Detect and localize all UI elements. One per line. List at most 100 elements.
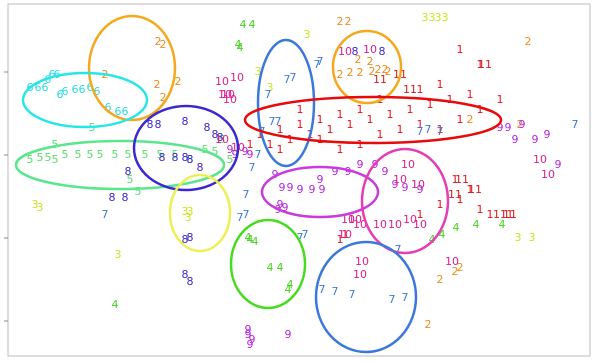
point-9-26: 9 [247,338,254,351]
point-2-23: 2 [517,118,524,131]
point-8-9: 8 [172,151,179,164]
point-9-29: 9 [247,148,254,161]
point-9-23: 9 [285,328,292,341]
point-1-25: 1 [337,143,344,156]
point-9-13: 9 [402,181,409,194]
point-1-21: 1 [447,93,454,106]
cluster-ellipse-11 [314,240,418,354]
point-1-38: 1 [487,208,494,221]
point-3-10: 3 [115,248,122,261]
point-1-22: 1 [467,88,474,101]
point-5-5: 5 [75,148,82,161]
cluster-ellipse-3 [132,104,240,192]
point-8-3: 8 [155,118,162,131]
point-9-0: 9 [272,168,279,181]
point-8-4: 8 [182,115,189,128]
point-7-3: 7 [317,55,324,68]
point-6-11: 6 [105,101,112,114]
point-1-11: 1 [247,138,254,151]
point-7-8: 7 [255,148,262,161]
point-8-8: 8 [159,151,166,164]
point-3-11: 3 [32,198,39,211]
point-5-2: 5 [45,151,52,164]
point-5-0: 5 [27,153,34,166]
point-10-19: 10 [353,268,367,281]
point-9-33: 9 [532,133,539,146]
point-8-5: 8 [204,121,211,134]
point-5-1: 5 [37,151,44,164]
point-4-7: 4 [267,261,274,274]
point-1-2: 1 [437,78,444,91]
point-8-10: 8 [182,151,189,164]
point-3-8: 3 [187,205,194,218]
point-2-11: 2 [357,66,364,79]
point-4-11: 4 [429,233,436,246]
point-1-28: 1 [397,123,404,136]
cluster-ellipse-1 [21,71,149,129]
point-9-3: 9 [297,183,304,196]
point-4-5: 4 [252,235,259,248]
point-2-0: 2 [337,15,344,28]
point-8-16: 8 [182,233,189,246]
point-9-11: 9 [382,165,389,178]
cluster-ellipse-9 [360,147,450,255]
point-3-3: 3 [442,11,449,24]
point-6-7: 6 [72,83,79,96]
point-2-18: 2 [452,265,459,278]
point-1-0: 1 [457,43,464,56]
point-4-2: 4 [235,38,242,51]
point-6-12: 6 [115,105,122,118]
cluster-ellipse-6 [331,29,403,105]
point-1-35: 1 [467,183,474,196]
point-11-1: 11 [455,173,469,186]
point-9-12: 9 [392,178,399,191]
point-2-14: 2 [382,63,389,76]
point-7-22: 7 [437,125,444,138]
point-4-4: 4 [247,233,254,246]
point-9-32: 9 [512,133,519,146]
point-1-39: 1 [507,208,514,221]
point-7-1: 7 [290,71,297,84]
point-10-8: 10 [393,173,407,186]
point-7-18: 7 [389,293,396,306]
point-2-5: 2 [154,78,161,91]
point-2-2: 2 [525,35,532,48]
point-3-4: 3 [304,28,311,41]
point-6-5: 6 [57,88,64,101]
point-9-7: 9 [332,165,339,178]
point-4-0: 4 [240,18,247,31]
point-10-2: 10 [221,88,235,101]
point-9-21: 9 [277,198,284,211]
point-7-25: 7 [395,243,402,256]
point-10-20: 10 [533,153,547,166]
point-5-21: 5 [227,153,234,166]
point-9-19: 9 [555,158,562,171]
point-3-5: 3 [255,65,262,78]
point-11-0: 11 [478,58,492,71]
point-9-31: 9 [232,148,239,161]
point-2-9: 2 [337,68,344,81]
point-10-15: 10 [403,213,417,226]
point-7-4: 7 [265,88,272,101]
point-3-14: 3 [529,231,536,244]
plot-area-frame [7,3,591,357]
point-2-1: 2 [345,15,352,28]
axis-ticks [4,71,8,322]
point-1-16: 1 [347,118,354,131]
point-4-10: 4 [112,298,119,311]
point-1-43: 1 [417,208,424,221]
point-7-20: 7 [417,125,424,138]
point-7-10: 7 [243,188,250,201]
point-7-6: 7 [275,115,282,128]
point-7-23: 7 [572,118,579,131]
point-7-17: 7 [349,288,356,301]
point-10-17: 10 [338,228,352,241]
point-1-19: 1 [407,103,414,116]
point-10-4: 10 [230,71,244,84]
point-5-16: 5 [52,138,59,151]
point-5-10: 5 [142,148,149,161]
point-10-21: 10 [541,168,555,181]
point-4-9: 4 [287,278,294,291]
point-5-3: 5 [52,153,59,166]
